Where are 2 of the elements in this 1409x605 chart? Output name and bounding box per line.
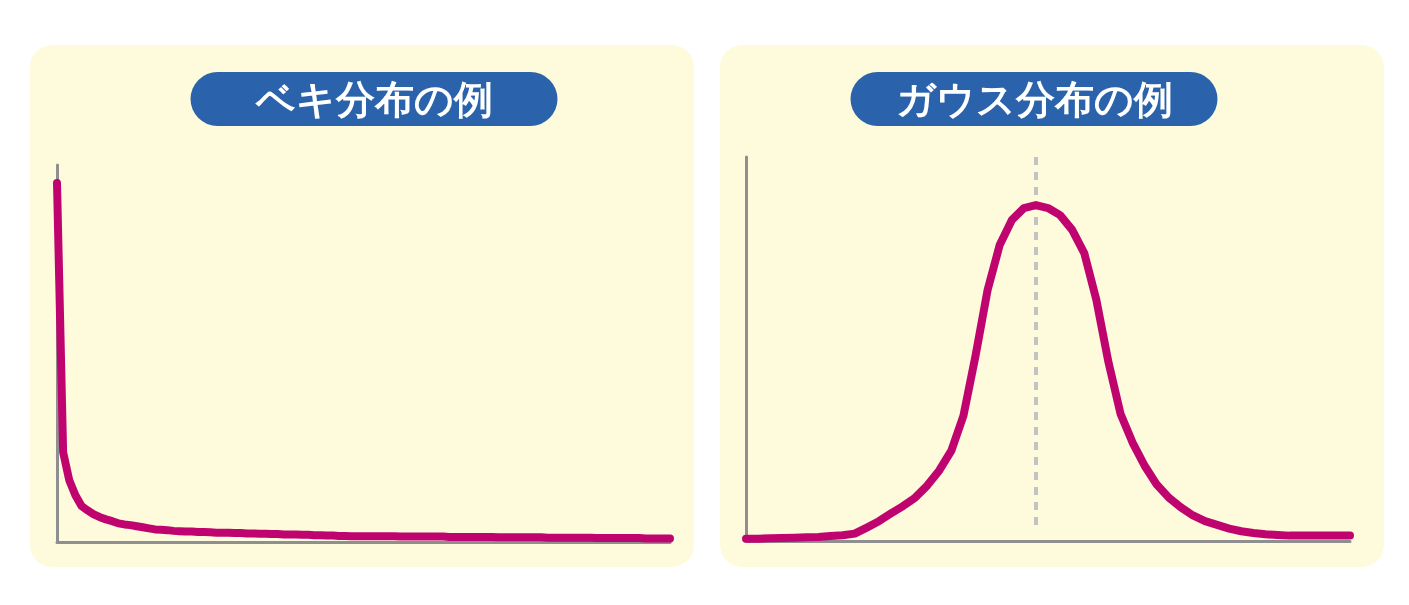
chart-title: ベキ分布の例 [254,76,493,122]
chart-title: ガウス分布の例 [895,76,1173,122]
